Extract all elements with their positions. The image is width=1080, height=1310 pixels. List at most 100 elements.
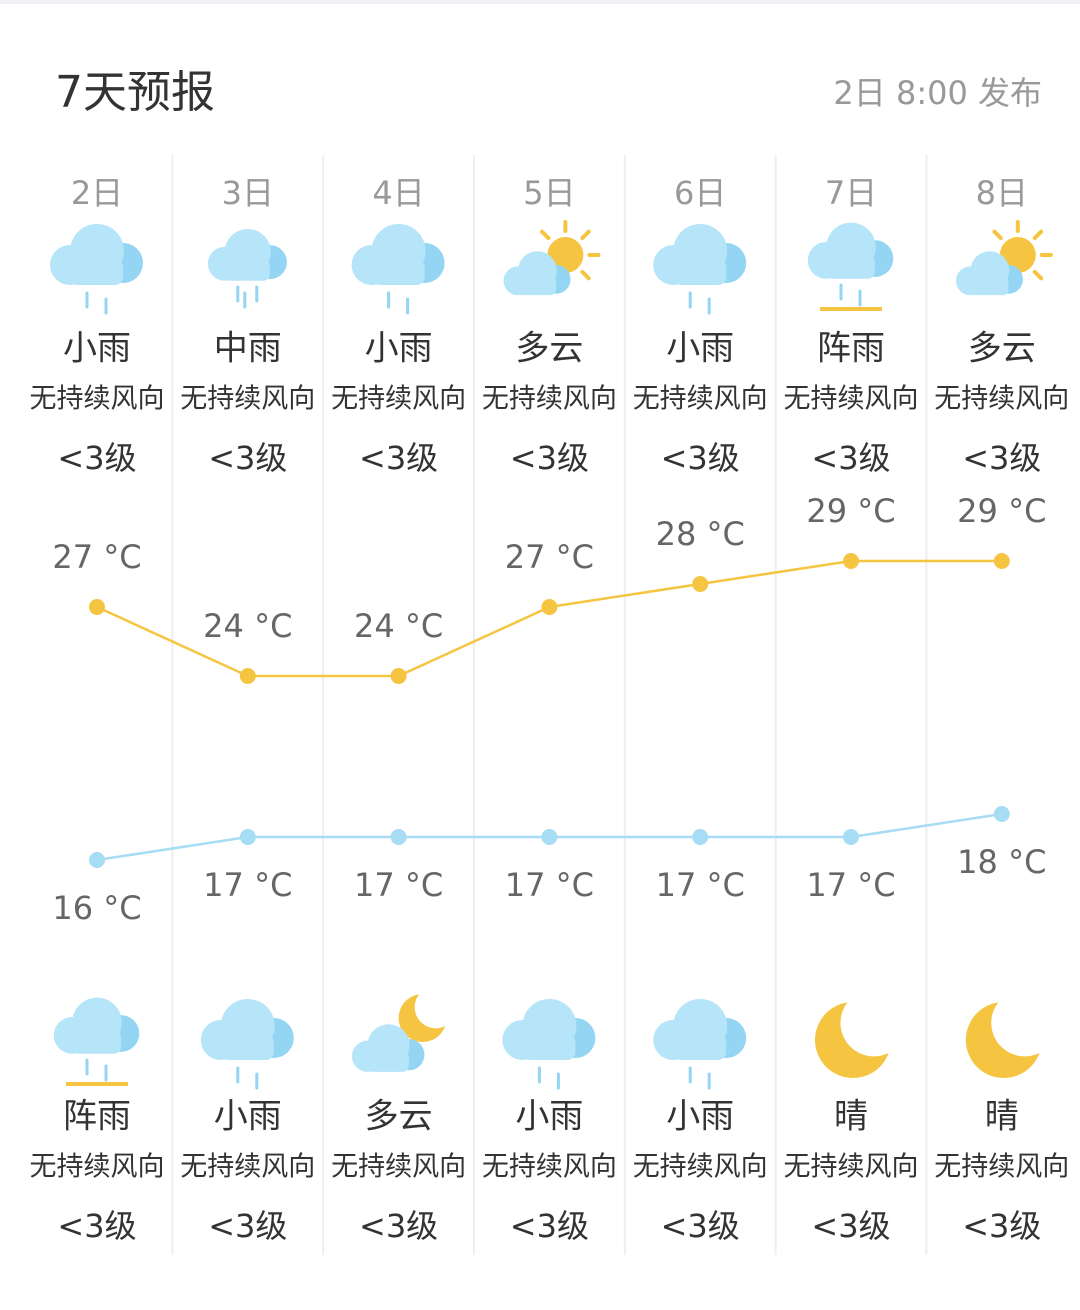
- low-temp-point: [843, 829, 859, 845]
- day-wind: 无持续风向: [331, 384, 466, 415]
- high-temp-point: [239, 668, 256, 684]
- day-wind-level: <3级: [208, 439, 287, 477]
- day-wind: 无持续风向: [784, 384, 919, 415]
- high-temp-point: [390, 668, 407, 684]
- night-wind-level: <3级: [57, 1207, 136, 1245]
- high-temp-point: [541, 599, 558, 615]
- day-wind: 无持续风向: [934, 384, 1069, 415]
- low-temp-label: 17 °C: [505, 866, 594, 904]
- night-wind: 无持续风向: [784, 1152, 919, 1183]
- weather-icon: [965, 989, 1059, 1078]
- day-wind: 无持续风向: [30, 384, 165, 415]
- day-weather: 小雨: [63, 329, 131, 369]
- shower-bar: [820, 307, 882, 311]
- cloud-part: [371, 259, 425, 285]
- date: 8日: [976, 174, 1028, 212]
- date: 3日: [222, 174, 274, 212]
- weather-icon: [351, 986, 457, 1072]
- sun-ray: [1032, 229, 1044, 241]
- shower-bar: [66, 1082, 128, 1086]
- date: 6日: [674, 174, 726, 212]
- night-wind: 无持续风向: [934, 1152, 1069, 1183]
- sun-ray: [1032, 269, 1044, 281]
- low-temp-point: [89, 852, 105, 868]
- high-temp-label: 24 °C: [354, 607, 443, 645]
- day-wind-level: <3级: [661, 439, 740, 477]
- high-temp-label: 29 °C: [806, 492, 895, 530]
- sun-ray: [992, 229, 1003, 241]
- cloud-part: [224, 258, 270, 281]
- cloud-part: [72, 1029, 121, 1054]
- weather-icon: [653, 999, 747, 1090]
- cloud-part: [70, 259, 123, 285]
- day-wind-level: <3级: [57, 439, 136, 477]
- cloud-part: [367, 1051, 409, 1072]
- weather-icon: [200, 999, 294, 1090]
- low-temp-point: [541, 829, 558, 845]
- day-wind: 无持续风向: [180, 384, 315, 415]
- day-weather: 小雨: [365, 329, 433, 369]
- moon-cut: [840, 989, 908, 1057]
- top-edge: [0, 0, 1080, 4]
- day-weather: 中雨: [214, 329, 282, 369]
- high-temp-label: 27 °C: [52, 538, 141, 576]
- high-temp-point: [843, 553, 859, 569]
- sun: [547, 237, 584, 273]
- night-wind-level: <3级: [208, 1207, 287, 1245]
- weather-icon: [53, 997, 140, 1086]
- low-temp-label: 17 °C: [656, 866, 745, 904]
- published-time: 2日 8:00 发布: [833, 74, 1042, 112]
- night-weather: 晴: [985, 1097, 1019, 1137]
- high-temp-label: 29 °C: [957, 492, 1046, 530]
- weather-icon: [807, 222, 894, 311]
- night-wind: 无持续风向: [633, 1152, 768, 1183]
- weather-icon: [955, 220, 1053, 296]
- low-temp-label: 17 °C: [806, 866, 895, 904]
- night-weather: 小雨: [515, 1097, 583, 1137]
- cloud-part: [970, 276, 1009, 296]
- day-wind-level: <3级: [510, 439, 589, 477]
- low-temp-point: [239, 829, 256, 845]
- high-temp-label: 27 °C: [505, 538, 594, 576]
- night-weather: 晴: [834, 1097, 868, 1137]
- sun: [999, 237, 1036, 273]
- cloud-part: [673, 259, 727, 285]
- day-weather: 阵雨: [817, 329, 885, 369]
- night-wind: 无持续风向: [30, 1152, 165, 1183]
- night-weather: 小雨: [214, 1097, 282, 1137]
- cloud-part: [673, 1034, 727, 1060]
- weather-icon: [502, 999, 596, 1090]
- night-weather: 多云: [365, 1097, 433, 1137]
- night-weather: 阵雨: [63, 1097, 131, 1137]
- weather-icon: [503, 220, 601, 296]
- low-temp-label: 17 °C: [354, 866, 443, 904]
- weather-icon: [207, 228, 287, 309]
- weather-icon: [50, 224, 143, 315]
- night-wind-level: <3级: [510, 1207, 589, 1245]
- high-temp-point: [692, 576, 709, 592]
- day-wind-level: <3级: [359, 439, 438, 477]
- low-temp-point: [993, 806, 1010, 822]
- weather-icon: [815, 989, 908, 1078]
- date: 7日: [825, 174, 877, 212]
- night-wind-level: <3级: [359, 1207, 438, 1245]
- low-temp-point: [390, 829, 407, 845]
- night-wind-level: <3级: [811, 1207, 890, 1245]
- night-wind-level: <3级: [661, 1207, 740, 1245]
- day-wind: 无持续风向: [482, 384, 617, 415]
- night-weather: 小雨: [666, 1097, 734, 1137]
- night-wind-level: <3级: [962, 1207, 1041, 1245]
- date: 5日: [523, 174, 575, 212]
- day-wind-level: <3级: [962, 439, 1041, 477]
- high-temp-point: [89, 599, 105, 615]
- sun-ray: [580, 269, 591, 281]
- cloud-part: [522, 1034, 576, 1060]
- low-temp-point: [692, 829, 709, 845]
- night-wind: 无持续风向: [331, 1152, 466, 1183]
- cloud-part: [220, 1034, 274, 1060]
- night-wind: 无持续风向: [180, 1152, 315, 1183]
- day-weather: 多云: [515, 329, 583, 369]
- high-temp-label: 28 °C: [656, 515, 745, 553]
- day-wind: 无持续风向: [633, 384, 768, 415]
